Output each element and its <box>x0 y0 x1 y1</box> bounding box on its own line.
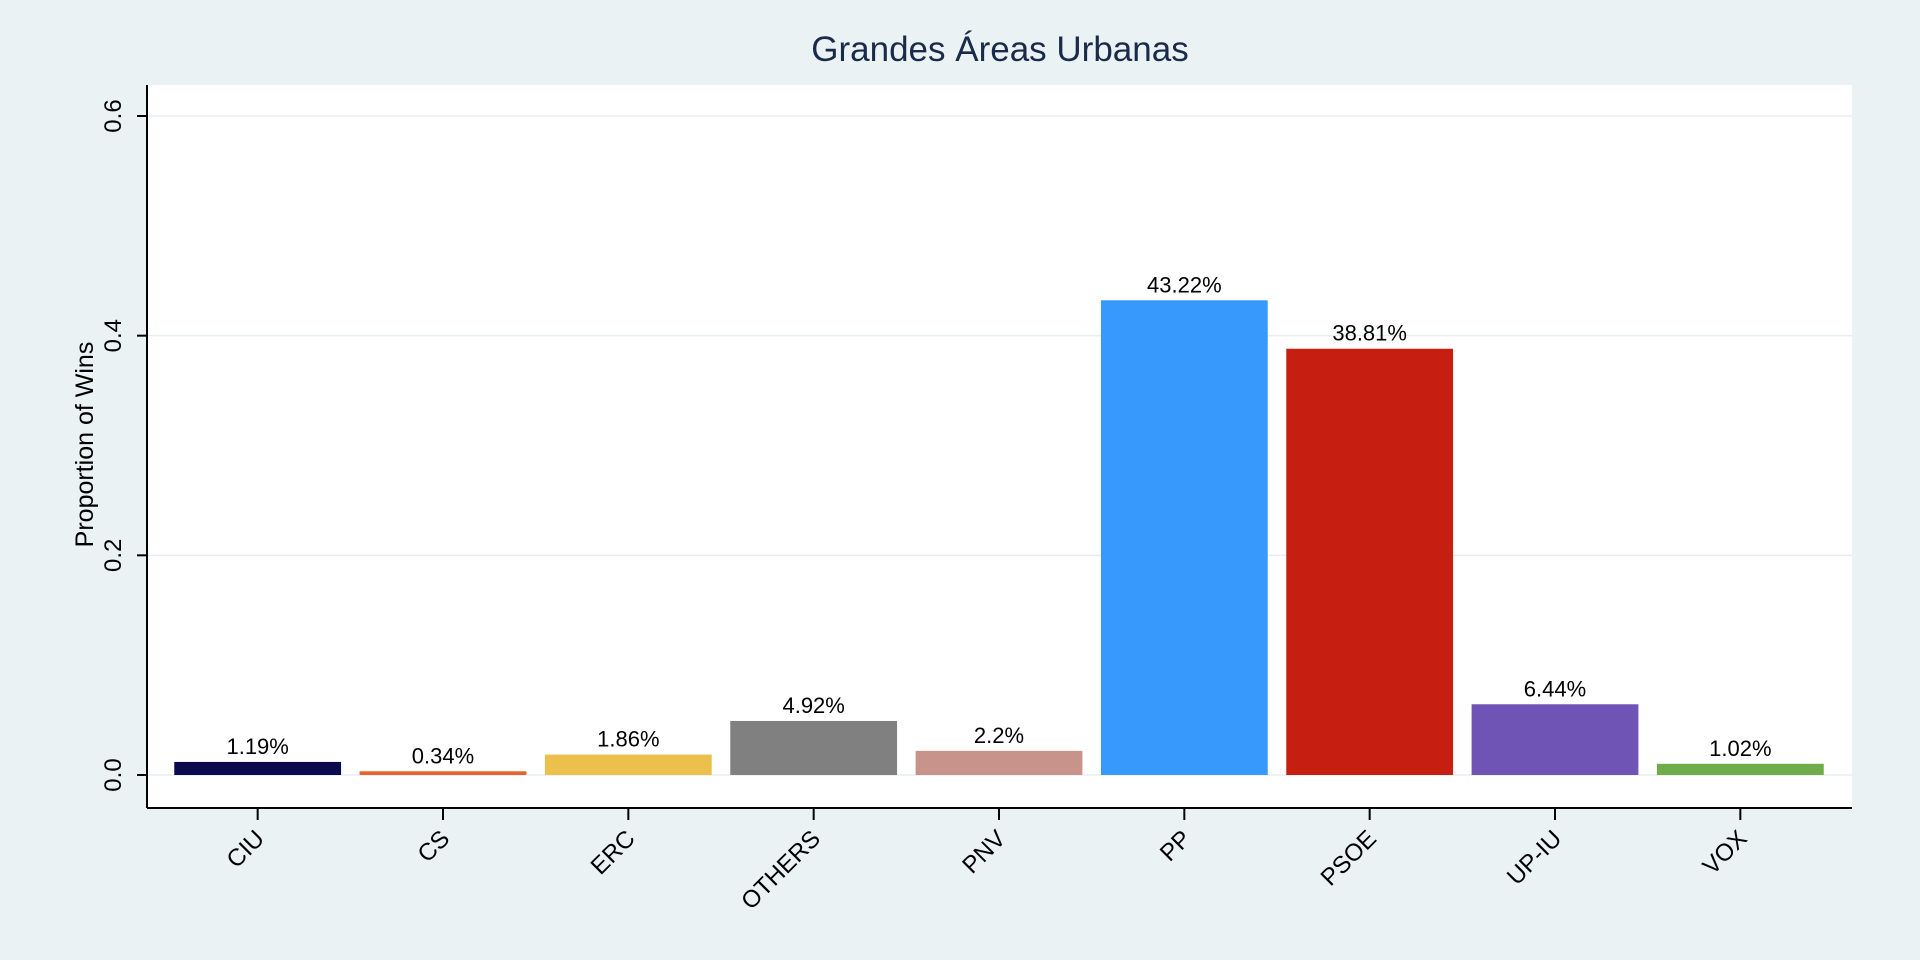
bar-value-label: 6.44% <box>1524 676 1586 701</box>
y-axis-title: Proportion of Wins <box>71 342 99 548</box>
y-tick-label: 0.2 <box>100 539 127 572</box>
bar-value-label: 0.34% <box>412 743 474 768</box>
plot-area <box>147 85 1852 808</box>
bar-cs <box>359 771 527 775</box>
bars <box>174 300 1824 775</box>
bar-value-label: 1.86% <box>597 727 659 752</box>
bar-psoe <box>1286 348 1454 775</box>
bar-others <box>730 720 898 775</box>
bar-value-label: 4.92% <box>782 693 844 718</box>
bar-labels: 1.19% 0.34% 1.86% 4.92% 2.2% 43.22% 38.81% 6.44… <box>226 272 1771 768</box>
bar-pnv <box>915 750 1083 775</box>
bar-erc <box>544 754 712 775</box>
y-tick-label: 0.0 <box>100 758 127 791</box>
bar-up-iu <box>1471 704 1639 775</box>
bar-value-label: 1.02% <box>1709 736 1771 761</box>
y-tick-label: 0.6 <box>100 99 127 132</box>
y-ticks: 0.0 0.2 0.4 0.6 <box>100 99 147 792</box>
chart-title: Grandes Áreas Urbanas <box>811 30 1188 69</box>
bar-value-label: 2.2% <box>974 723 1024 748</box>
bar-vox <box>1656 763 1824 775</box>
bar-pp <box>1100 300 1268 775</box>
bar-value-label: 1.19% <box>226 734 288 759</box>
bar-ciu <box>174 761 342 775</box>
bar-value-label: 38.81% <box>1332 321 1407 346</box>
bar-value-label: 43.22% <box>1147 272 1222 297</box>
y-tick-label: 0.4 <box>100 319 127 352</box>
